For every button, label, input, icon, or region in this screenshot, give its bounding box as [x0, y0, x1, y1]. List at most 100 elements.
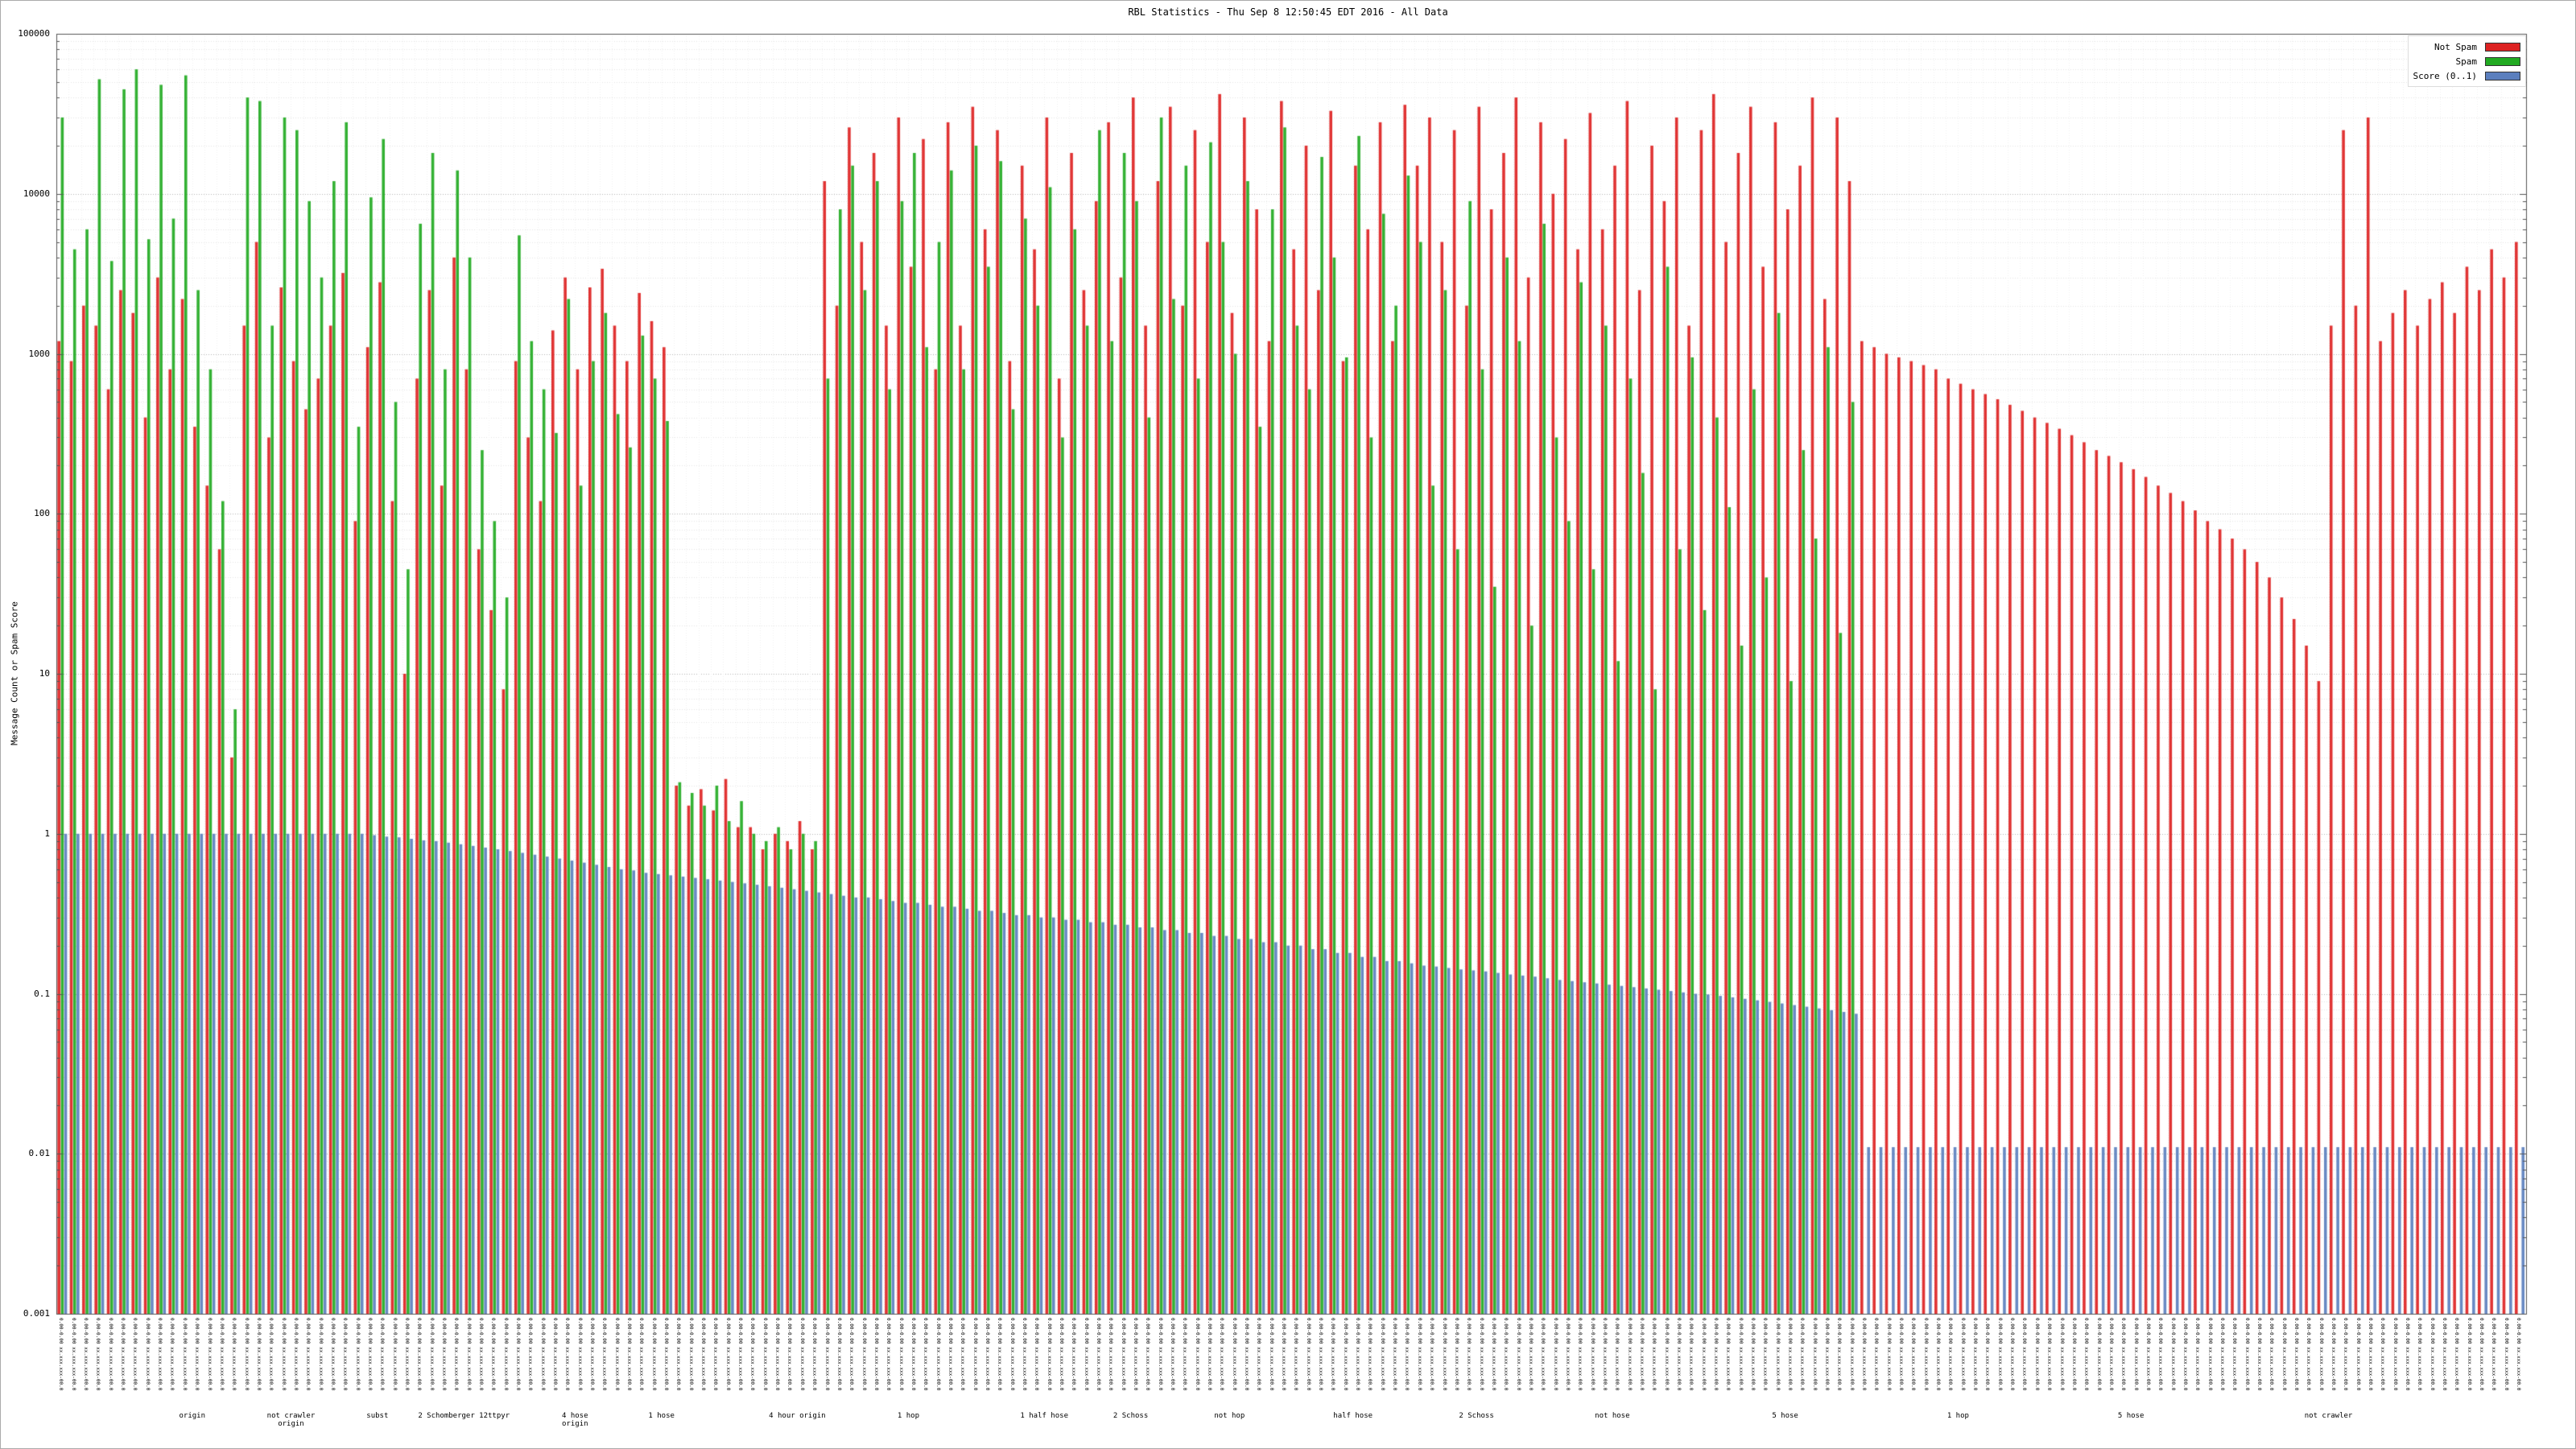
x-tick-label: 0.00-0.00 xx.xxx.xxx-00.0	[1293, 1318, 1299, 1391]
x-tick-label: 0.00-0.00 xx.xxx.xxx-00.0	[2466, 1318, 2472, 1391]
x-tick-label: 0.00-0.00 xx.xxx.xxx-00.0	[1947, 1318, 1954, 1391]
x-tick-label: 0.00-0.00 xx.xxx.xxx-00.0	[453, 1318, 460, 1391]
x-tick-label: 0.00-0.00 xx.xxx.xxx-00.0	[2009, 1318, 2016, 1391]
x-tick-label: 0.00-0.00 xx.xxx.xxx-00.0	[2256, 1318, 2262, 1391]
x-tick-label: 0.00-0.00 xx.xxx.xxx-00.0	[861, 1318, 867, 1391]
x-group-label: 5 hose	[1772, 1412, 1798, 1420]
x-tick-label: 0.00-0.00 xx.xxx.xxx-00.0	[749, 1318, 756, 1391]
x-tick-label: 0.00-0.00 xx.xxx.xxx-00.0	[2417, 1318, 2423, 1391]
legend: Not Spam Spam Score (0..1)	[2407, 35, 2526, 87]
x-tick-label: 0.00-0.00 xx.xxx.xxx-00.0	[2503, 1318, 2509, 1391]
x-tick-label: 0.00-0.00 xx.xxx.xxx-00.0	[947, 1318, 953, 1391]
x-tick-label: 0.00-0.00 xx.xxx.xxx-00.0	[539, 1318, 546, 1391]
x-tick-label: 0.00-0.00 xx.xxx.xxx-00.0	[1959, 1318, 1966, 1391]
x-tick-label: 0.00-0.00 xx.xxx.xxx-00.0	[1552, 1318, 1558, 1391]
x-tick-label: 0.00-0.00 xx.xxx.xxx-00.0	[2182, 1318, 2188, 1391]
x-tick-label: 0.00-0.00 xx.xxx.xxx-00.0	[194, 1318, 200, 1391]
x-tick-label: 0.00-0.00 xx.xxx.xxx-00.0	[2070, 1318, 2077, 1391]
x-tick-label: 0.00-0.00 xx.xxx.xxx-00.0	[1083, 1318, 1089, 1391]
x-tick-label: 0.00-0.00 xx.xxx.xxx-00.0	[1478, 1318, 1484, 1391]
x-tick-label: 0.00-0.00 xx.xxx.xxx-00.0	[1453, 1318, 1459, 1391]
y-tick-label: 100	[34, 508, 50, 519]
x-tick-label: 0.00-0.00 xx.xxx.xxx-00.0	[366, 1318, 373, 1391]
x-tick-label: 0.00-0.00 xx.xxx.xxx-00.0	[1182, 1318, 1188, 1391]
x-tick-label: 0.00-0.00 xx.xxx.xxx-00.0	[2318, 1318, 2324, 1391]
x-group-label: 4 hose origin	[562, 1412, 588, 1428]
x-tick-label: 0.00-0.00 xx.xxx.xxx-00.0	[440, 1318, 447, 1391]
x-tick-label: 0.00-0.00 xx.xxx.xxx-00.0	[873, 1318, 879, 1391]
x-tick-label: 0.00-0.00 xx.xxx.xxx-00.0	[1219, 1318, 1225, 1391]
x-tick-label: 0.00-0.00 xx.xxx.xxx-00.0	[1972, 1318, 1979, 1391]
x-tick-label: 0.00-0.00 xx.xxx.xxx-00.0	[1379, 1318, 1385, 1391]
x-tick-label: 0.00-0.00 xx.xxx.xxx-00.0	[58, 1318, 64, 1391]
legend-item: Spam	[2413, 54, 2520, 68]
x-tick-label: 0.00-0.00 xx.xxx.xxx-00.0	[1194, 1318, 1200, 1391]
legend-label: Not Spam	[2434, 41, 2477, 52]
x-tick-label: 0.00-0.00 xx.xxx.xxx-00.0	[2355, 1318, 2361, 1391]
x-group-label: 2 Schoss	[1113, 1412, 1149, 1420]
x-tick-label: 0.00-0.00 xx.xxx.xxx-00.0	[1071, 1318, 1077, 1391]
x-tick-label: 0.00-0.00 xx.xxx.xxx-00.0	[181, 1318, 188, 1391]
x-tick-label: 0.00-0.00 xx.xxx.xxx-00.0	[1725, 1318, 1732, 1391]
x-group-label: 2 Schomberger 12ttpyr	[418, 1412, 510, 1420]
x-tick-label: 0.00-0.00 xx.xxx.xxx-00.0	[1651, 1318, 1657, 1391]
x-tick-label: 0.00-0.00 xx.xxx.xxx-00.0	[1392, 1318, 1398, 1391]
x-tick-label: 0.00-0.00 xx.xxx.xxx-00.0	[2442, 1318, 2448, 1391]
x-tick-label: 0.00-0.00 xx.xxx.xxx-00.0	[1231, 1318, 1237, 1391]
x-tick-label: 0.00-0.00 xx.xxx.xxx-00.0	[2095, 1318, 2102, 1391]
legend-label: Spam	[2455, 56, 2478, 67]
x-tick-label: 0.00-0.00 xx.xxx.xxx-00.0	[403, 1318, 410, 1391]
x-tick-label: 0.00-0.00 xx.xxx.xxx-00.0	[2083, 1318, 2090, 1391]
x-tick-label: 0.00-0.00 xx.xxx.xxx-00.0	[1157, 1318, 1163, 1391]
x-tick-label: 0.00-0.00 xx.xxx.xxx-00.0	[626, 1318, 633, 1391]
x-tick-label: 0.00-0.00 xx.xxx.xxx-00.0	[2231, 1318, 2238, 1391]
x-group-label: subst	[366, 1412, 389, 1420]
x-tick-label: 0.00-0.00 xx.xxx.xxx-00.0	[1503, 1318, 1509, 1391]
x-tick-label: 0.00-0.00 xx.xxx.xxx-00.0	[95, 1318, 101, 1391]
x-tick-label: 0.00-0.00 xx.xxx.xxx-00.0	[527, 1318, 534, 1391]
x-tick-label: 0.00-0.00 xx.xxx.xxx-00.0	[687, 1318, 694, 1391]
x-tick-label: 0.00-0.00 xx.xxx.xxx-00.0	[675, 1318, 682, 1391]
x-tick-label: 0.00-0.00 xx.xxx.xxx-00.0	[342, 1318, 349, 1391]
x-tick-label: 0.00-0.00 xx.xxx.xxx-00.0	[564, 1318, 571, 1391]
x-tick-label: 0.00-0.00 xx.xxx.xxx-00.0	[1799, 1318, 1806, 1391]
x-group-label: 1 hose	[648, 1412, 675, 1420]
x-tick-label: 0.00-0.00 xx.xxx.xxx-00.0	[2120, 1318, 2127, 1391]
x-tick-label: 0.00-0.00 xx.xxx.xxx-00.0	[886, 1318, 892, 1391]
x-tick-label: 0.00-0.00 xx.xxx.xxx-00.0	[1675, 1318, 1682, 1391]
x-tick-label: 0.00-0.00 xx.xxx.xxx-00.0	[1737, 1318, 1744, 1391]
x-tick-label: 0.00-0.00 xx.xxx.xxx-00.0	[391, 1318, 398, 1391]
x-group-label: half hose	[1333, 1412, 1373, 1420]
x-tick-label: 0.00-0.00 xx.xxx.xxx-00.0	[1058, 1318, 1064, 1391]
x-tick-label: 0.00-0.00 xx.xxx.xxx-00.0	[2491, 1318, 2497, 1391]
x-tick-label: 0.00-0.00 xx.xxx.xxx-00.0	[2479, 1318, 2485, 1391]
x-tick-label: 0.00-0.00 xx.xxx.xxx-00.0	[1318, 1318, 1324, 1391]
x-tick-label: 0.00-0.00 xx.xxx.xxx-00.0	[1404, 1318, 1410, 1391]
x-tick-label: 0.00-0.00 xx.xxx.xxx-00.0	[1330, 1318, 1336, 1391]
x-tick-label: 0.00-0.00 xx.xxx.xxx-00.0	[2330, 1318, 2336, 1391]
y-tick-label: 0.01	[28, 1148, 51, 1159]
x-tick-label: 0.00-0.00 xx.xxx.xxx-00.0	[762, 1318, 768, 1391]
x-tick-label: 0.00-0.00 xx.xxx.xxx-00.0	[2021, 1318, 2028, 1391]
x-tick-label: 0.00-0.00 xx.xxx.xxx-00.0	[2169, 1318, 2176, 1391]
x-tick-label: 0.00-0.00 xx.xxx.xxx-00.0	[1762, 1318, 1769, 1391]
x-tick-label: 0.00-0.00 xx.xxx.xxx-00.0	[1663, 1318, 1670, 1391]
x-tick-label: 0.00-0.00 xx.xxx.xxx-00.0	[1577, 1318, 1583, 1391]
x-tick-label: 0.00-0.00 xx.xxx.xxx-00.0	[1416, 1318, 1422, 1391]
x-tick-label: 0.00-0.00 xx.xxx.xxx-00.0	[1515, 1318, 1521, 1391]
x-tick-label: 0.00-0.00 xx.xxx.xxx-00.0	[2392, 1318, 2398, 1391]
legend-item: Score (0..1)	[2413, 68, 2520, 83]
x-tick-label: 0.00-0.00 xx.xxx.xxx-00.0	[799, 1318, 805, 1391]
legend-swatch	[2485, 56, 2520, 66]
x-tick-label: 0.00-0.00 xx.xxx.xxx-00.0	[997, 1318, 1003, 1391]
x-tick-label: 0.00-0.00 xx.xxx.xxx-00.0	[292, 1318, 299, 1391]
x-tick-label: 0.00-0.00 xx.xxx.xxx-00.0	[1861, 1318, 1868, 1391]
x-tick-label: 0.00-0.00 xx.xxx.xxx-00.0	[663, 1318, 670, 1391]
legend-swatch	[2485, 71, 2520, 80]
x-tick-label: 0.00-0.00 xx.xxx.xxx-00.0	[1589, 1318, 1596, 1391]
x-tick-label: 0.00-0.00 xx.xxx.xxx-00.0	[1170, 1318, 1176, 1391]
x-tick-label: 0.00-0.00 xx.xxx.xxx-00.0	[1540, 1318, 1546, 1391]
x-tick-label: 0.00-0.00 xx.xxx.xxx-00.0	[638, 1318, 645, 1391]
x-tick-label: 0.00-0.00 xx.xxx.xxx-00.0	[737, 1318, 744, 1391]
